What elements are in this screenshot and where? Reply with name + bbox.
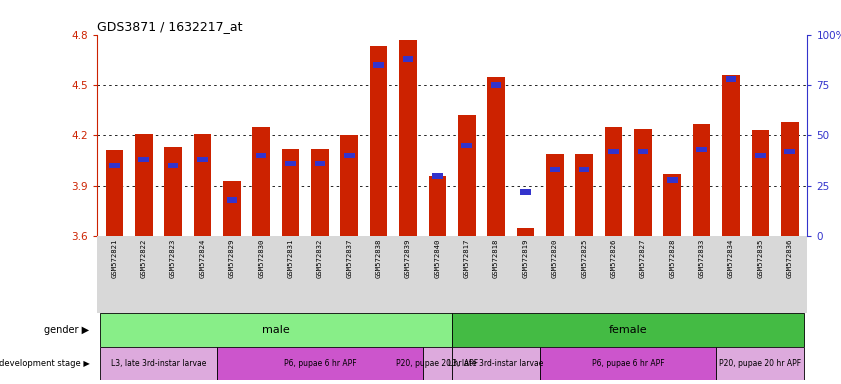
Bar <box>521 189 531 195</box>
Bar <box>664 174 681 236</box>
Text: GSM572822: GSM572822 <box>140 238 146 278</box>
Bar <box>549 167 560 172</box>
Text: GSM572824: GSM572824 <box>199 238 205 278</box>
Bar <box>399 40 417 236</box>
Bar <box>452 347 540 380</box>
Bar <box>370 46 388 236</box>
Bar <box>462 142 472 148</box>
Text: GSM572839: GSM572839 <box>405 238 411 278</box>
Bar <box>696 147 707 152</box>
Bar <box>785 149 795 154</box>
Text: GDS3871 / 1632217_at: GDS3871 / 1632217_at <box>97 20 242 33</box>
Bar <box>135 134 152 236</box>
Text: GSM572830: GSM572830 <box>258 238 264 278</box>
Text: P20, pupae 20 hr APF: P20, pupae 20 hr APF <box>396 359 479 368</box>
Text: female: female <box>609 325 648 335</box>
Bar <box>458 115 475 236</box>
Bar <box>164 147 182 236</box>
Bar <box>311 149 329 236</box>
Text: GSM572823: GSM572823 <box>170 238 176 278</box>
Bar <box>256 153 267 158</box>
Text: GSM572828: GSM572828 <box>669 238 675 278</box>
Bar <box>223 181 241 236</box>
Bar <box>226 197 237 203</box>
Text: development stage ▶: development stage ▶ <box>0 359 90 368</box>
Text: GSM572835: GSM572835 <box>758 238 764 278</box>
Bar <box>755 153 765 158</box>
Text: male: male <box>262 325 289 335</box>
Text: GSM572840: GSM572840 <box>434 238 441 278</box>
Bar <box>341 135 358 236</box>
Bar <box>373 62 383 68</box>
Bar <box>579 167 590 172</box>
Bar <box>516 228 534 236</box>
Text: P20, pupae 20 hr APF: P20, pupae 20 hr APF <box>719 359 801 368</box>
Text: GSM572832: GSM572832 <box>317 238 323 278</box>
Bar <box>608 149 619 154</box>
Bar <box>423 347 452 380</box>
Bar <box>491 82 501 88</box>
Text: GSM572825: GSM572825 <box>581 238 587 278</box>
Bar <box>693 124 711 236</box>
Text: P6, pupae 6 hr APF: P6, pupae 6 hr APF <box>283 359 357 368</box>
Bar <box>285 161 296 166</box>
Bar <box>429 176 447 236</box>
Bar <box>637 149 648 154</box>
Bar <box>717 347 805 380</box>
Bar <box>105 151 123 236</box>
Bar <box>722 75 740 236</box>
Text: GSM572837: GSM572837 <box>346 238 352 278</box>
Bar <box>575 154 593 236</box>
Bar <box>781 122 799 236</box>
Text: GSM572831: GSM572831 <box>288 238 294 278</box>
Bar <box>667 177 678 182</box>
Bar <box>109 163 119 169</box>
Bar <box>752 130 770 236</box>
Bar <box>403 56 413 61</box>
Text: L3, late 3rd-instar larvae: L3, late 3rd-instar larvae <box>111 359 206 368</box>
Bar <box>315 161 325 166</box>
Bar <box>167 163 178 169</box>
Bar <box>193 134 211 236</box>
Bar <box>726 76 736 82</box>
Bar <box>546 154 563 236</box>
Text: GSM572836: GSM572836 <box>786 238 793 278</box>
Text: GSM572818: GSM572818 <box>493 238 499 278</box>
Bar <box>634 129 652 236</box>
Bar <box>99 313 452 347</box>
Bar <box>487 76 505 236</box>
Bar <box>282 149 299 236</box>
Text: GSM572820: GSM572820 <box>552 238 558 278</box>
Bar <box>605 127 622 236</box>
Text: GSM572834: GSM572834 <box>728 238 734 278</box>
Bar <box>99 347 217 380</box>
Bar <box>432 173 442 179</box>
Text: GSM572819: GSM572819 <box>522 238 528 278</box>
Bar <box>452 313 805 347</box>
Text: GSM572827: GSM572827 <box>640 238 646 278</box>
Text: GSM572821: GSM572821 <box>111 238 118 278</box>
Text: L3, late 3rd-instar larvae: L3, late 3rd-instar larvae <box>448 359 544 368</box>
Bar <box>197 157 208 162</box>
Bar <box>344 153 355 158</box>
Bar <box>139 157 149 162</box>
Bar <box>217 347 423 380</box>
Text: GSM572826: GSM572826 <box>611 238 616 278</box>
Text: gender ▶: gender ▶ <box>45 325 90 335</box>
Text: P6, pupae 6 hr APF: P6, pupae 6 hr APF <box>592 359 664 368</box>
Bar <box>540 347 717 380</box>
Text: GSM572838: GSM572838 <box>376 238 382 278</box>
Text: GSM572833: GSM572833 <box>699 238 705 278</box>
Text: GSM572829: GSM572829 <box>229 238 235 278</box>
Bar <box>252 127 270 236</box>
Text: GSM572817: GSM572817 <box>463 238 470 278</box>
